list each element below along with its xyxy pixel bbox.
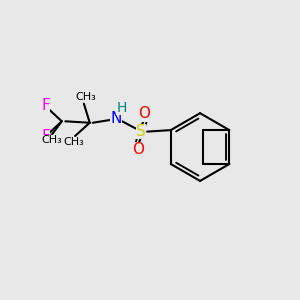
Text: O: O <box>138 106 150 122</box>
Text: O: O <box>132 142 144 157</box>
Text: F: F <box>41 129 50 144</box>
Text: CH₃: CH₃ <box>63 137 84 148</box>
Text: F: F <box>41 98 50 113</box>
Text: CH₃: CH₃ <box>41 135 62 146</box>
Text: H: H <box>116 101 127 115</box>
Text: CH₃: CH₃ <box>75 92 96 102</box>
Text: N: N <box>111 111 122 126</box>
Text: S: S <box>136 124 146 139</box>
